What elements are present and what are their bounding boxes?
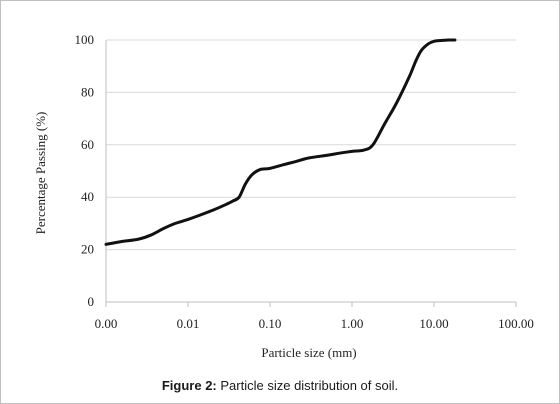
series-line: [104, 38, 457, 246]
x-tick-label: 0.01: [177, 316, 200, 331]
x-axis-title: Particle size (mm): [261, 345, 356, 360]
series-layer: [104, 38, 457, 246]
x-tick-label: 10.00: [419, 316, 448, 331]
axis-layer: [105, 40, 517, 307]
caption-text: Particle size distribution of soil.: [216, 378, 399, 393]
label-layer: 0 20 40 60 80 100 0.00 0.01 0.10 1.00 10.00 100.00: [75, 32, 534, 331]
x-tick-label: 0.00: [95, 316, 118, 331]
figure-caption: Figure 2: Particle size distribution of …: [0, 378, 560, 393]
y-tick-label: 40: [81, 189, 94, 204]
y-tick-label: 60: [81, 137, 94, 152]
y-tick-label: 20: [81, 242, 94, 257]
y-tick-label: 0: [88, 294, 95, 309]
x-tick-label: 0.10: [259, 316, 282, 331]
caption-label: Figure 2:: [161, 378, 217, 393]
y-tick-label: 100: [75, 32, 95, 47]
y-axis-title: Percentage Passing (%): [33, 112, 48, 235]
grid-layer: [106, 39, 516, 251]
x-tick-label: 100.00: [498, 316, 534, 331]
x-tick-label: 1.00: [341, 316, 364, 331]
y-tick-label: 80: [81, 84, 94, 99]
